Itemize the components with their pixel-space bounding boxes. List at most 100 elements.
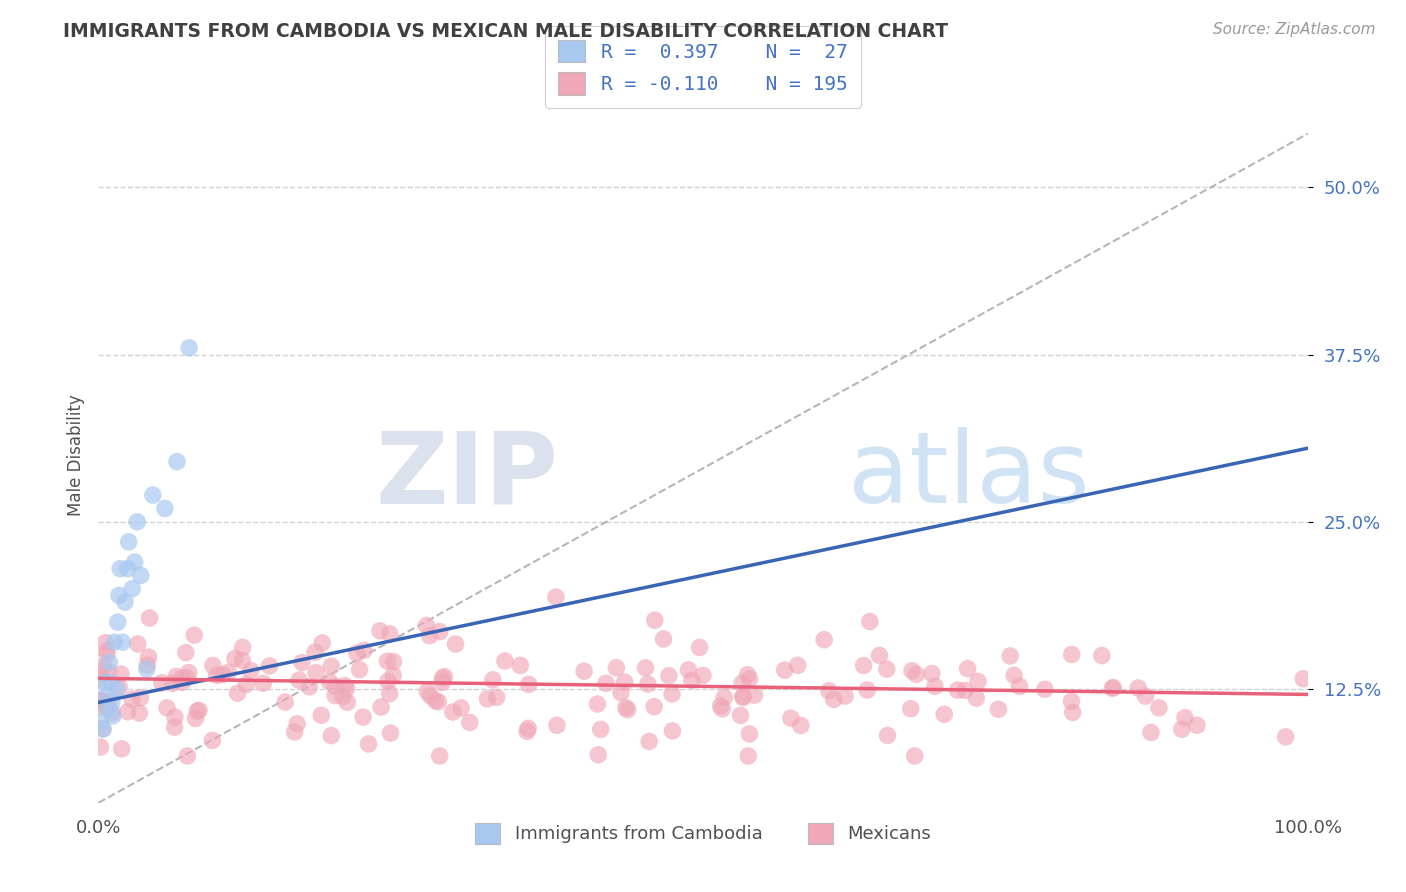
Point (458, 715, 481, 730)
Point (305, 665, 328, 680)
Point (100, 696, 122, 710)
Point (953, 683, 976, 698)
Point (111, 635, 134, 649)
Point (956, 662, 979, 676)
Point (1274, 730, 1296, 744)
Point (605, 661, 627, 675)
Point (1135, 689, 1157, 703)
Point (346, 646, 368, 660)
Point (616, 703, 638, 717)
Point (934, 707, 956, 722)
Point (652, 632, 675, 646)
Point (353, 643, 375, 657)
Point (477, 691, 499, 706)
Point (1185, 718, 1208, 732)
Point (517, 722, 540, 736)
Point (790, 718, 813, 732)
Point (1033, 682, 1056, 697)
Point (901, 664, 924, 678)
Point (876, 729, 898, 743)
Point (94, 635, 117, 649)
Point (869, 648, 891, 663)
Point (730, 708, 752, 723)
Point (153, 501, 176, 516)
Point (127, 515, 149, 529)
Point (136, 657, 159, 672)
Point (107, 615, 129, 630)
Point (124, 555, 146, 569)
Point (97, 665, 120, 679)
Point (900, 702, 922, 716)
Point (108, 681, 131, 695)
Point (450, 701, 472, 715)
Point (1008, 679, 1031, 693)
Point (205, 668, 228, 682)
Point (380, 726, 402, 740)
Point (89, 739, 111, 754)
Point (613, 675, 636, 690)
Point (572, 664, 595, 678)
Point (713, 690, 735, 705)
Point (311, 708, 333, 723)
Point (441, 705, 464, 719)
Point (142, 488, 165, 502)
Point (1101, 681, 1123, 696)
Point (834, 689, 856, 703)
Point (128, 706, 150, 721)
Point (135, 662, 157, 676)
Point (427, 695, 450, 709)
Point (661, 723, 683, 738)
Point (737, 667, 759, 681)
Point (118, 535, 141, 549)
Point (226, 686, 249, 700)
Point (444, 637, 467, 651)
Point (101, 708, 124, 723)
Point (987, 702, 1010, 716)
Point (368, 624, 391, 638)
Point (773, 663, 796, 677)
Point (172, 675, 194, 690)
Point (352, 710, 374, 724)
Point (138, 650, 160, 665)
Point (184, 711, 207, 725)
Point (129, 568, 152, 582)
Point (1128, 681, 1150, 695)
Point (378, 627, 401, 641)
Point (100, 675, 122, 690)
Point (856, 683, 879, 698)
Point (110, 667, 132, 681)
Point (661, 687, 683, 701)
Point (252, 676, 274, 690)
Point (517, 677, 540, 691)
Point (1147, 701, 1170, 715)
Point (710, 698, 733, 713)
Point (274, 695, 297, 709)
Point (311, 636, 333, 650)
Point (357, 737, 380, 751)
Point (509, 658, 531, 673)
Point (1292, 672, 1315, 686)
Point (634, 661, 657, 675)
Point (96, 689, 118, 703)
Point (429, 749, 451, 764)
Point (965, 691, 987, 706)
Point (163, 710, 186, 724)
Point (1062, 706, 1084, 720)
Point (176, 749, 198, 764)
Point (91, 722, 114, 736)
Point (823, 692, 845, 706)
Text: atlas: atlas (848, 427, 1090, 524)
Point (876, 662, 898, 676)
Y-axis label: Male Disability: Male Disability (66, 394, 84, 516)
Point (1174, 711, 1197, 725)
Point (150, 675, 173, 690)
Point (323, 680, 346, 694)
Point (516, 724, 538, 739)
Point (93, 659, 115, 673)
Legend: Immigrants from Cambodia, Mexicans: Immigrants from Cambodia, Mexicans (463, 810, 943, 856)
Point (89, 693, 111, 707)
Point (165, 669, 187, 683)
Point (432, 675, 454, 690)
Point (231, 653, 253, 667)
Point (546, 718, 568, 732)
